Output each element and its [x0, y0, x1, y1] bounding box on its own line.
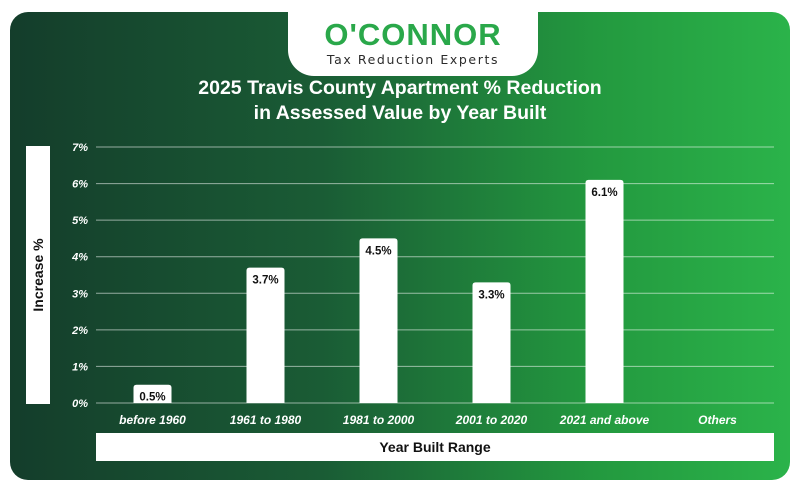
- x-tick-label: before 1960: [119, 413, 186, 427]
- bar-value-label: 3.7%: [252, 275, 278, 287]
- x-tick-label: 1981 to 2000: [343, 413, 415, 427]
- bar-value-label: 0.5%: [139, 392, 165, 404]
- y-tick-label: 6%: [72, 179, 88, 191]
- bar: [246, 267, 285, 403]
- x-tick-label: Others: [698, 413, 737, 427]
- x-tick-label: 2001 to 2020: [455, 413, 528, 427]
- bar-value-label: 4.5%: [365, 245, 391, 257]
- y-tick-label: 2%: [71, 325, 88, 337]
- bar: [359, 238, 398, 403]
- chart-title-line1: 2025 Travis County Apartment % Reduction: [198, 77, 602, 99]
- bar: [133, 384, 172, 403]
- bar-value-label: 6.1%: [591, 187, 617, 199]
- chart-title-line2: in Assessed Value by Year Built: [253, 102, 547, 124]
- logo-tab: O'CONNOR Tax Reduction Experts: [288, 12, 538, 76]
- bar: [472, 282, 511, 403]
- y-tick-label: 4%: [71, 252, 88, 264]
- y-tick-label: 1%: [72, 361, 88, 373]
- brand-logo: O'CONNOR: [324, 17, 502, 52]
- brand-tagline: Tax Reduction Experts: [326, 52, 500, 67]
- x-tick-label: 1961 to 1980: [230, 413, 302, 427]
- y-tick-label: 7%: [72, 142, 88, 154]
- y-tick-label: 5%: [72, 215, 88, 227]
- bar-value-label: 3.3%: [478, 289, 504, 301]
- x-axis-label: Year Built Range: [96, 433, 774, 461]
- x-tick-label: 2021 and above: [559, 413, 650, 427]
- y-tick-label: 0%: [72, 398, 88, 410]
- y-tick-label: 3%: [72, 288, 88, 300]
- y-axis-label-box: [26, 146, 50, 404]
- bar: [585, 179, 624, 403]
